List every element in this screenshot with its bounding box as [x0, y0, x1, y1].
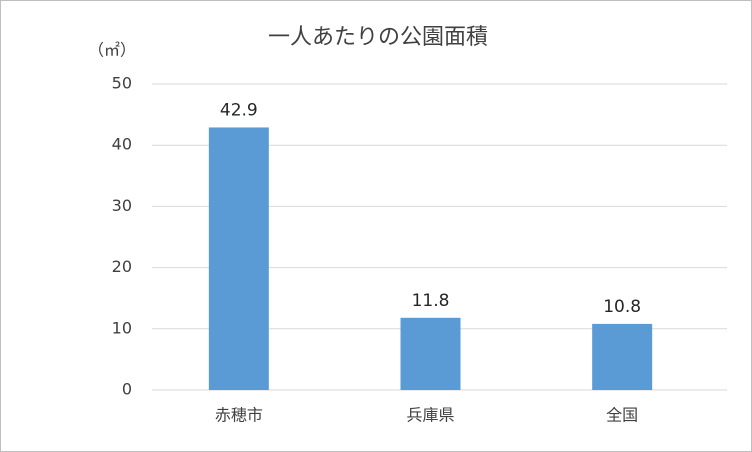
bar — [208, 127, 269, 391]
y-axis-label: （㎡） — [88, 41, 136, 60]
value-label: 42.9 — [220, 100, 258, 120]
y-tick-label: 20 — [112, 257, 132, 276]
y-tick-label: 30 — [112, 196, 132, 215]
chart-title: 一人あたりの公園面積 — [268, 25, 488, 50]
x-tick-label: 全国 — [606, 406, 638, 425]
bar — [400, 317, 461, 390]
x-tick-label: 赤穂市 — [215, 406, 263, 425]
x-tick-label: 兵庫県 — [406, 406, 454, 425]
y-tick-label: 50 — [112, 74, 132, 93]
value-label: 10.8 — [603, 297, 641, 317]
y-tick-label: 10 — [112, 318, 132, 337]
bar — [592, 323, 653, 390]
y-tick-label: 40 — [112, 135, 132, 154]
value-label: 11.8 — [412, 291, 450, 311]
y-tick-label: 0 — [122, 380, 132, 399]
